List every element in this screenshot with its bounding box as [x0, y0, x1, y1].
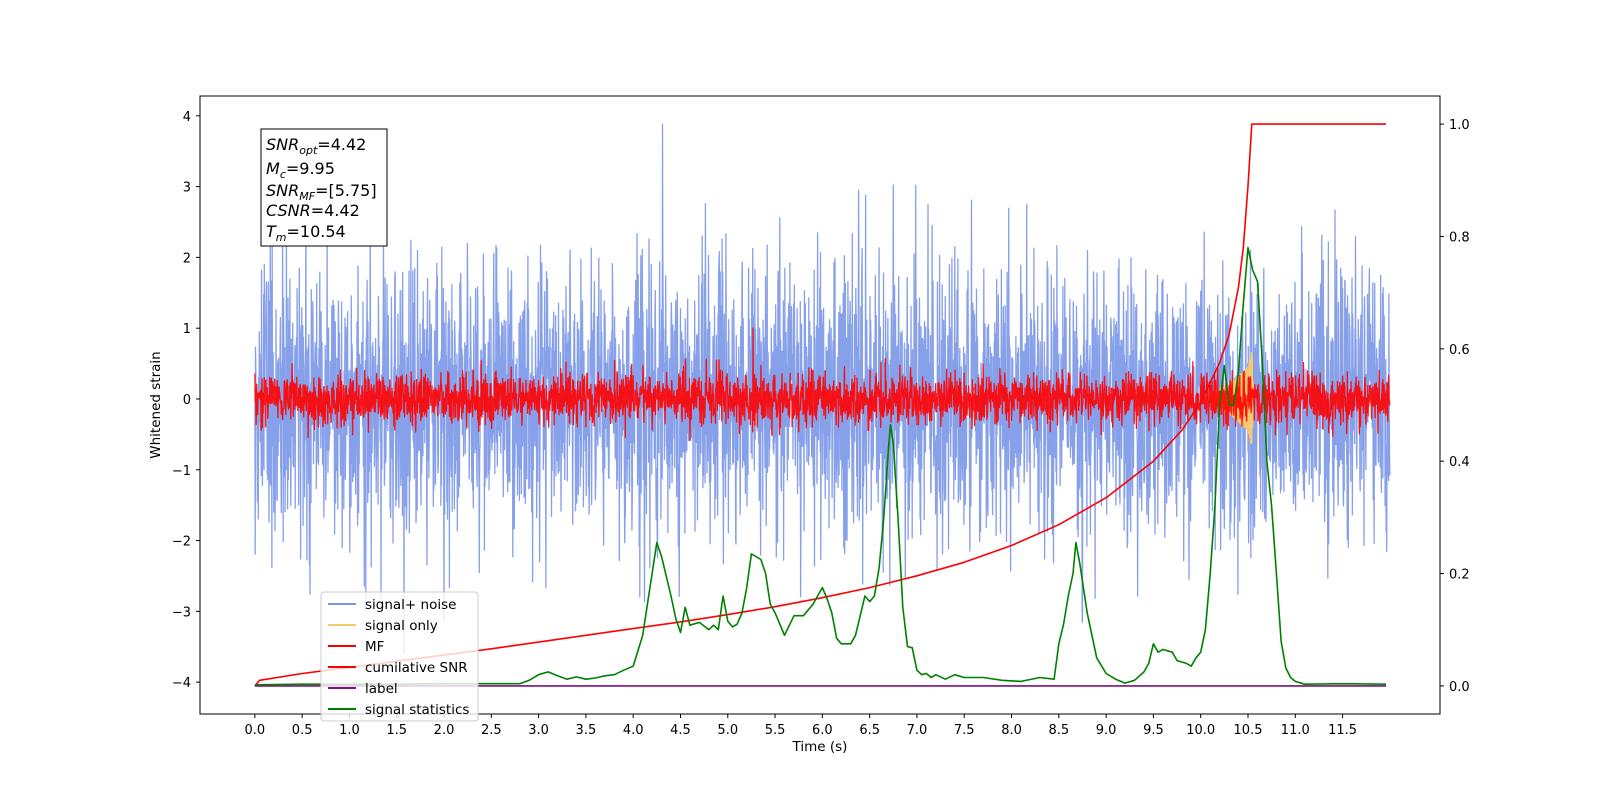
x-tick-label: 8.5 — [1048, 723, 1069, 738]
y-tick-label: 1 — [183, 322, 191, 337]
x-tick-label: 0.5 — [292, 723, 313, 738]
x-tick-label: 1.5 — [386, 723, 407, 738]
annotation-chirp-mass: Mc=9.95 — [266, 159, 335, 181]
series-mf — [254, 327, 1391, 442]
x-axis: 0.0 0.5 1.0 1.5 2.0 2.5 3.0 3.5 4.0 4.5 5.0 5.5 6.0 6… — [245, 714, 1357, 738]
x-tick-label: 5.5 — [765, 723, 786, 738]
y-axis-left: −4 −3 −2 −1 0 1 2 3 4 — [172, 110, 200, 691]
x-tick-label: 4.5 — [670, 723, 691, 738]
x-tick-label: 8.0 — [1001, 723, 1022, 738]
parameter-annotation: SNRopt=4.42 Mc=9.95 SNRMF=[5.75] CSNR=4.… — [260, 128, 388, 247]
legend: signal+ noise signal only MF cumilative … — [320, 591, 479, 722]
annotation-snr-mf: SNRMF=[5.75] — [266, 181, 377, 203]
y2-tick-label: 0.0 — [1449, 680, 1470, 695]
y-tick-label: 0 — [183, 393, 191, 408]
y-tick-label: 4 — [183, 110, 191, 125]
x-tick-label: 2.0 — [434, 723, 455, 738]
legend-label-signal-noise: signal+ noise — [365, 597, 456, 613]
y-tick-label: −2 — [172, 535, 191, 550]
x-tick-label: 0.0 — [245, 723, 266, 738]
y-tick-label: 3 — [183, 181, 191, 196]
x-tick-label: 6.0 — [812, 723, 833, 738]
x-tick-label: 4.0 — [623, 723, 644, 738]
plot-frame — [199, 95, 1441, 715]
x-tick-label: 9.5 — [1143, 723, 1164, 738]
x-tick-label: 7.0 — [907, 723, 928, 738]
y-tick-label: −4 — [172, 676, 191, 691]
series-signal-statistics — [254, 246, 1387, 686]
y2-tick-label: 0.8 — [1449, 230, 1470, 245]
x-tick-label: 2.5 — [481, 723, 502, 738]
x-tick-label: 11.0 — [1281, 723, 1310, 738]
y2-tick-label: 0.6 — [1449, 343, 1470, 358]
x-tick-label: 10.5 — [1234, 723, 1263, 738]
annotation-merger-time: Tm=10.54 — [266, 222, 346, 244]
x-tick-label: 9.0 — [1096, 723, 1117, 738]
x-tick-label: 6.5 — [859, 723, 880, 738]
legend-label-label: label — [365, 681, 398, 697]
y-tick-label: −1 — [172, 464, 191, 479]
y-tick-label: 2 — [183, 251, 191, 266]
x-tick-label: 3.0 — [528, 723, 549, 738]
y2-tick-label: 0.4 — [1449, 455, 1470, 470]
legend-label-mf: MF — [365, 639, 384, 655]
legend-label-cumulative-snr: cumilative SNR — [365, 660, 468, 676]
x-tick-label: 3.5 — [576, 723, 597, 738]
annotation-csnr: CSNR=4.42 — [266, 201, 360, 220]
y-tick-label: −3 — [172, 605, 191, 620]
x-tick-label: 5.0 — [717, 723, 738, 738]
y-axis-right: 0.0 0.2 0.4 0.6 0.8 1.0 — [1440, 118, 1470, 695]
x-axis-label: Time (s) — [792, 739, 848, 755]
x-tick-label: 10.0 — [1186, 723, 1215, 738]
x-tick-label: 11.5 — [1328, 723, 1357, 738]
y-axis-label: Whitened strain — [148, 351, 164, 458]
annotation-frame — [260, 128, 388, 247]
y2-tick-label: 1.0 — [1449, 118, 1470, 133]
x-tick-label: 1.0 — [339, 723, 360, 738]
x-tick-label: 7.5 — [954, 723, 975, 738]
legend-frame — [320, 591, 479, 722]
annotation-snr-opt: SNRopt=4.42 — [266, 135, 366, 157]
y2-tick-label: 0.2 — [1449, 568, 1470, 583]
legend-label-signal-statistics: signal statistics — [365, 702, 469, 718]
legend-label-signal-only: signal only — [365, 618, 438, 634]
